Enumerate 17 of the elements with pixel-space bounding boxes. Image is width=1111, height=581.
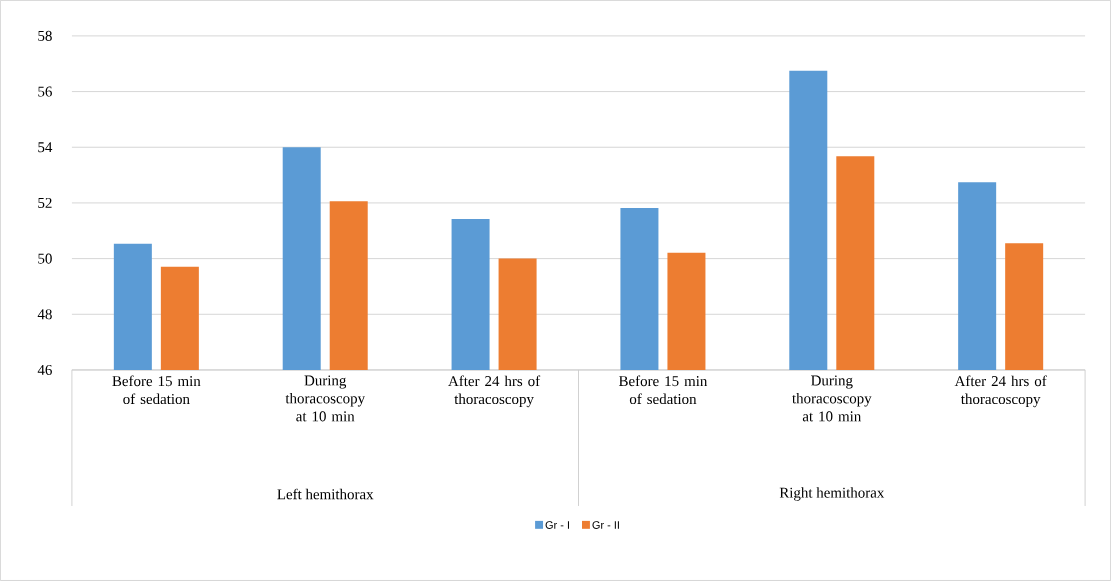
legend-label: Gr - I — [545, 521, 569, 529]
y-tick-label: 50 — [38, 253, 52, 264]
x-tick-label: During thoracoscopy at 10 min — [285, 375, 365, 422]
x-tick-label: Before 15 min of sedation — [112, 375, 201, 405]
y-tick-label: 46 — [37, 364, 52, 376]
text: Right hemithorax — [779, 487, 885, 501]
legend-label: Gr - II — [592, 521, 619, 529]
y-tick-label: 58 — [38, 30, 52, 41]
y-tick-label: 54 — [38, 142, 53, 153]
x-tick-label: After 24 hrs of thoracoscopy — [954, 375, 1047, 408]
y-tick-label: 48 — [37, 309, 52, 320]
x-tick-label: During thoracoscopy at 10 min — [792, 375, 872, 422]
text: Left hemithorax — [277, 488, 374, 500]
y-tick-label: 52 — [38, 197, 52, 208]
y-tick-label: 56 — [38, 86, 52, 97]
x-tick-label: Before 15 min of sedation — [618, 375, 708, 405]
x-tick-label: After 24 hrs of thoracoscopy — [448, 375, 541, 408]
